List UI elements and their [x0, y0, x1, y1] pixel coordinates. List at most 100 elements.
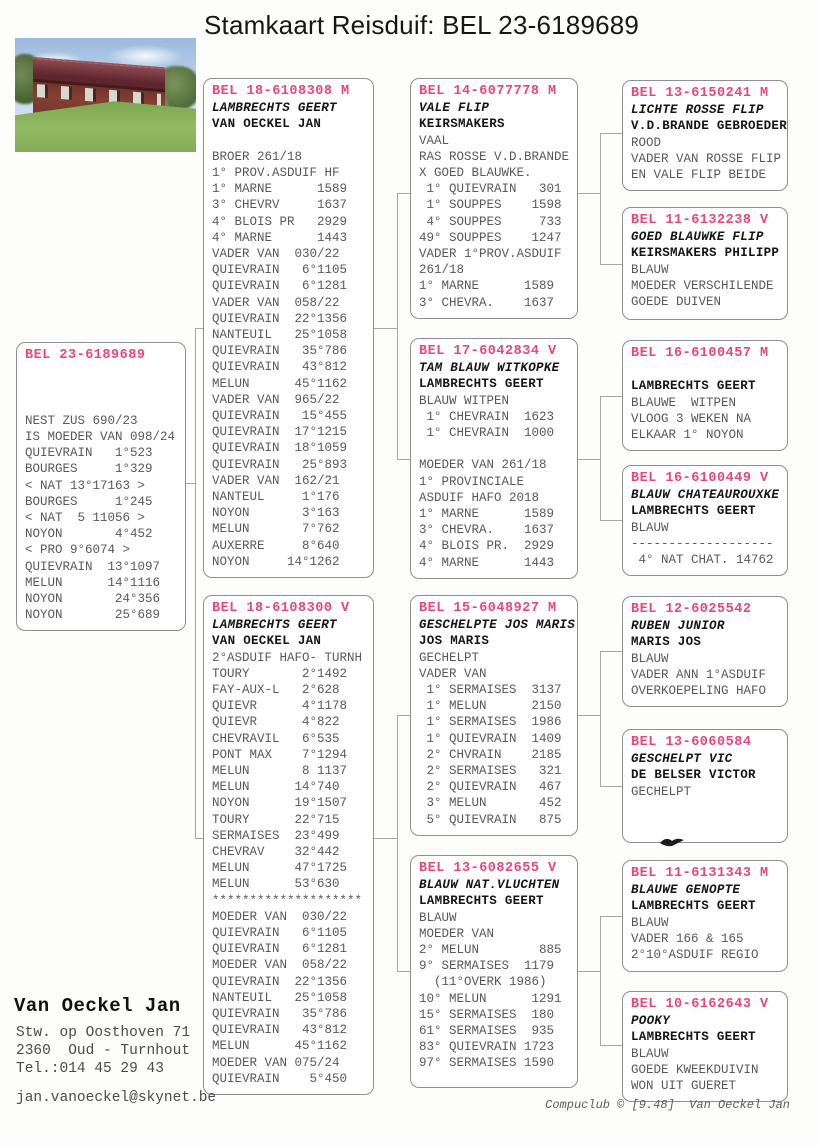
connector-line: [397, 193, 398, 459]
connector-line: [578, 193, 600, 194]
owner-name: [25, 380, 177, 396]
bird-name: POOKY: [631, 1014, 671, 1029]
owner-name: KEIRSMAKERS: [419, 117, 505, 132]
performance-lines: NEST ZUS 690/23 IS MOEDER VAN 098/24 QUI…: [25, 413, 176, 623]
ring-number: BEL 23-6189689: [25, 348, 146, 363]
connector-line: [600, 651, 622, 652]
connector-line: [195, 838, 203, 839]
pedigree-box-ggp-4: BEL 16-6100449 V BLAUW CHATEAUROUXKE LAM…: [622, 465, 788, 577]
pedigree-box-dam: BEL 18-6108300 V LAMBRECHTS GEERT VAN OE…: [203, 595, 374, 1096]
pedigree-box-ggp-3: BEL 16-6100457 M LAMBRECHTS GEERT BLAUWE…: [622, 340, 788, 452]
loft-photo: [15, 38, 196, 152]
owner-name: DE BELSER VICTOR: [631, 768, 756, 783]
performance-lines: ROOD VADER VAN ROSSE FLIP EN VALE FLIP B…: [631, 135, 782, 183]
owner-name: V.D.BRANDE GEBROEDER: [631, 119, 788, 134]
breeder-name: Van Oeckel Jan: [14, 995, 181, 1017]
connector-line: [578, 715, 600, 716]
pedigree-box-gp-4: BEL 13-6082655 V BLAUW NAT.VLUCHTEN LAMB…: [410, 855, 578, 1088]
ring-number: BEL 10-6162643 V: [631, 997, 769, 1012]
owner-name: MARIS JOS: [631, 635, 702, 650]
pedigree-box-gp-3: BEL 15-6048927 M GESCHELPTE JOS MARIS JO…: [410, 595, 578, 836]
ring-number: BEL 16-6100449 V: [631, 471, 769, 486]
connector-line: [397, 715, 398, 971]
pedigree-box-ggp-2: BEL 11-6132238 V GOED BLAUWKE FLIP KEIRS…: [622, 207, 788, 320]
connector-line: [600, 520, 622, 521]
connector-line: [397, 971, 410, 972]
owner-name: LAMBRECHTS GEERT: [419, 894, 544, 909]
owner-name: VAN OECKEL JAN: [212, 634, 322, 649]
performance-lines: 2°ASDUIF HAFO- TURNH TOURY 2°1492 FAY-AU…: [212, 650, 363, 1086]
connector-line: [374, 838, 397, 839]
connector-line: [195, 328, 203, 329]
owner-name: LAMBRECHTS GEERT: [631, 899, 756, 914]
bird-name: LICHTE ROSSE FLIP: [631, 103, 764, 118]
connector-line: [374, 328, 397, 329]
connector-line: [600, 1045, 622, 1046]
ring-number: BEL 13-6150241 M: [631, 86, 769, 101]
bird-name: LAMBRECHTS GEERT: [212, 101, 337, 116]
connector-line: [600, 264, 622, 265]
bird-name: GESCHELPT VIC: [631, 752, 733, 767]
ring-number: BEL 14-6077778 M: [419, 84, 557, 99]
bird-name: BLAUWE GENOPTE: [631, 883, 741, 898]
performance-lines: BROER 261/18 1° PROV.ASDUIF HF 1° MARNE …: [212, 149, 348, 569]
performance-lines: BLAUWE WITPEN VLOOG 3 WEKEN NA ELKAAR 1°…: [631, 395, 752, 442]
bird-name: RUBEN JUNIOR: [631, 619, 725, 634]
performance-lines: BLAUW GOEDE KWEEKDUIVIN WON UIT GUERET: [631, 1046, 759, 1094]
ring-number: BEL 12-6025542: [631, 602, 752, 617]
bird-name: TAM BLAUW WITKOPKE: [419, 361, 560, 376]
connector-line: [397, 193, 410, 194]
bird-silhouette-icon: [660, 838, 684, 847]
connector-line: [600, 916, 622, 917]
ring-number: BEL 15-6048927 M: [419, 601, 557, 616]
pedigree-box-ggp-7: BEL 11-6131343 M BLAUWE GENOPTE LAMBRECH…: [622, 860, 788, 972]
ring-number: BEL 18-6108308 M: [212, 84, 350, 99]
pedigree-box-ggp-8: BEL 10-6162643 V POOKY LAMBRECHTS GEERT …: [622, 991, 788, 1103]
owner-name: LAMBRECHTS GEERT: [419, 377, 544, 392]
connector-line: [600, 133, 622, 134]
connector-line: [195, 328, 196, 838]
performance-lines: BLAUW VADER ANN 1°ASDUIF OVERKOEPELING H…: [631, 651, 767, 699]
pedigree-box-ggp-5: BEL 12-6025542 RUBEN JUNIOR MARIS JOS BL…: [622, 596, 788, 708]
connector-line: [600, 786, 622, 787]
connector-line: [600, 133, 601, 264]
pedigree-box-gp-2: BEL 17-6042834 V TAM BLAUW WITKOPKE LAMB…: [410, 338, 578, 579]
connector-line: [186, 483, 195, 484]
owner-name: LAMBRECHTS GEERT: [631, 1030, 756, 1045]
connector-line: [578, 971, 600, 972]
bird-name: LAMBRECHTS GEERT: [212, 618, 337, 633]
performance-lines: VAAL RAS ROSSE V.D.BRANDE X GOED BLAUWKE…: [419, 133, 570, 310]
ring-number: BEL 13-6082655 V: [419, 861, 557, 876]
performance-lines: GECHELPT VADER VAN 1° SERMAISES 3137 1° …: [419, 650, 562, 827]
pedigree-box-gp-1: BEL 14-6077778 M VALE FLIP KEIRSMAKERS V…: [410, 78, 578, 319]
ring-number: BEL 11-6131343 M: [631, 866, 769, 881]
ring-number: BEL 18-6108300 V: [212, 601, 350, 616]
breeder-address-line1: Stw. op Oosthoven 71: [16, 1025, 191, 1041]
performance-lines: GECHELPT: [631, 784, 692, 799]
pedigree-box-ggp-6: BEL 13-6060584 GESCHELPT VIC DE BELSER V…: [622, 729, 788, 843]
connector-line: [600, 651, 601, 786]
owner-name: KEIRSMAKERS PHILIPP: [631, 246, 780, 261]
bird-name: BLAUW CHATEAUROUXKE: [631, 488, 780, 503]
bird-name: GESCHELPTE JOS MARIS: [419, 618, 576, 633]
pedigree-box-ggp-1: BEL 13-6150241 M LICHTE ROSSE FLIP V.D.B…: [622, 80, 788, 192]
owner-name: VAN OECKEL JAN: [212, 117, 322, 132]
ring-number: BEL 13-6060584: [631, 735, 752, 750]
bird-name: GOED BLAUWKE FLIP: [631, 230, 764, 245]
page-title: Stamkaart Reisduif: BEL 23-6189689: [204, 10, 640, 40]
bird-name: VALE FLIP: [419, 101, 490, 116]
breeder-phone: Tel.:014 45 29 43: [16, 1061, 164, 1077]
breeder-address-line2: 2360 Oud - Turnhout: [16, 1043, 191, 1059]
performance-lines: BLAUW VADER 166 & 165 2°10°ASDUIF REGIO: [631, 915, 759, 963]
performance-lines: BLAUW MOEDER VAN 2° MELUN 885 9° SERMAIS…: [419, 910, 562, 1071]
bird-name: [25, 364, 177, 380]
pedigree-box-subject: BEL 23-6189689 NEST ZUS 690/23 IS MOEDER…: [16, 342, 186, 632]
connector-line: [578, 459, 600, 460]
compuclub-footer: Compuclub © [9.48] Van Oeckel Jan: [545, 1098, 790, 1112]
performance-lines: BLAUW MOEDER VERSCHILENDE GOEDE DUIVEN: [631, 262, 774, 310]
ring-number: BEL 11-6132238 V: [631, 213, 769, 228]
connector-line: [600, 916, 601, 1045]
connector-line: [600, 396, 601, 520]
owner-name: LAMBRECHTS GEERT: [631, 379, 756, 394]
